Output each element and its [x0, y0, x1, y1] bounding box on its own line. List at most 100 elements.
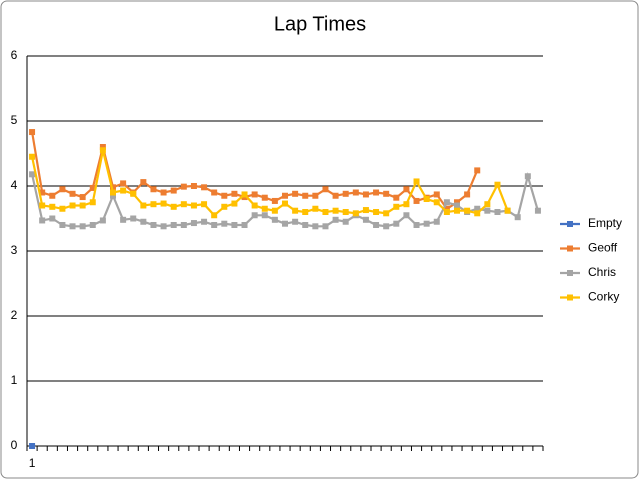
data-point	[120, 180, 127, 187]
data-point	[261, 205, 268, 212]
data-point	[454, 207, 460, 214]
data-point	[110, 184, 116, 191]
data-point	[494, 209, 501, 215]
data-point	[534, 207, 541, 214]
data-point	[413, 178, 420, 185]
data-point	[443, 205, 450, 212]
legend-label: Chris	[588, 265, 616, 279]
data-point	[39, 202, 46, 209]
legend-label: Geoff	[588, 241, 618, 255]
data-point	[474, 205, 481, 212]
data-point	[373, 189, 380, 196]
data-point	[443, 199, 450, 206]
data-point	[150, 186, 157, 193]
data-point	[342, 218, 349, 225]
data-point	[69, 190, 76, 197]
data-point	[39, 189, 46, 196]
data-point	[130, 190, 137, 197]
data-point	[464, 207, 471, 214]
data-point	[352, 210, 359, 217]
data-point	[362, 191, 369, 198]
data-point	[302, 192, 309, 199]
data-point	[110, 189, 116, 196]
data-point	[342, 190, 349, 197]
data-point	[251, 202, 258, 209]
data-point	[383, 223, 390, 230]
data-point	[474, 210, 481, 217]
data-point	[79, 202, 86, 209]
data-point	[261, 194, 268, 201]
data-point	[241, 222, 248, 228]
data-point	[383, 210, 390, 217]
data-point	[322, 223, 329, 230]
data-point	[49, 192, 56, 199]
y-tick-label: 3	[11, 243, 18, 257]
data-point	[302, 222, 309, 228]
data-point	[393, 203, 400, 210]
data-point	[39, 217, 46, 224]
data-point	[393, 194, 400, 201]
data-point	[170, 222, 177, 228]
data-point	[59, 222, 66, 228]
data-point	[69, 202, 76, 209]
data-point	[494, 181, 501, 188]
data-point	[514, 214, 521, 221]
data-point	[342, 209, 349, 215]
data-point	[332, 207, 339, 214]
data-point	[29, 443, 36, 449]
data-point	[413, 197, 420, 204]
data-point	[251, 212, 258, 219]
data-point	[443, 209, 450, 215]
data-point	[433, 218, 440, 225]
data-point	[282, 200, 288, 207]
data-point	[201, 218, 208, 225]
chart-title: Lap Times	[274, 13, 366, 35]
data-point	[261, 212, 268, 219]
data-point	[403, 201, 410, 208]
data-point	[110, 192, 116, 199]
data-point	[79, 223, 86, 230]
data-point	[211, 189, 218, 196]
data-point	[383, 190, 390, 197]
data-point	[221, 203, 228, 210]
legend-marker	[567, 245, 573, 252]
y-tick-label: 2	[11, 308, 18, 322]
legend-marker	[567, 270, 573, 276]
data-point	[180, 222, 187, 228]
data-point	[312, 223, 319, 230]
data-point	[160, 189, 167, 196]
data-point	[99, 147, 106, 154]
data-point	[433, 191, 440, 198]
data-point	[201, 201, 208, 208]
data-point	[332, 216, 339, 223]
data-point	[241, 191, 248, 198]
data-point	[180, 201, 187, 208]
data-point	[362, 216, 369, 223]
data-point	[140, 218, 147, 225]
data-point	[150, 201, 157, 208]
data-point	[362, 207, 369, 214]
data-point	[231, 222, 238, 228]
data-point	[150, 222, 157, 228]
data-point	[474, 167, 481, 174]
data-point	[403, 186, 410, 193]
y-tick-label: 4	[11, 178, 18, 192]
data-point	[170, 187, 177, 194]
data-point	[89, 222, 96, 228]
data-point	[454, 202, 460, 209]
data-point	[352, 189, 359, 196]
data-point	[160, 200, 167, 207]
x-tick-label: 1	[29, 456, 36, 470]
data-point	[120, 216, 127, 223]
data-point	[29, 171, 36, 178]
data-point	[29, 153, 36, 160]
data-point	[201, 184, 208, 191]
data-point	[433, 199, 440, 206]
data-point	[99, 144, 106, 150]
data-point	[373, 222, 380, 228]
data-point	[79, 194, 86, 201]
data-point	[160, 223, 167, 230]
data-point	[403, 212, 410, 219]
data-point	[312, 205, 319, 212]
data-point	[484, 207, 491, 214]
